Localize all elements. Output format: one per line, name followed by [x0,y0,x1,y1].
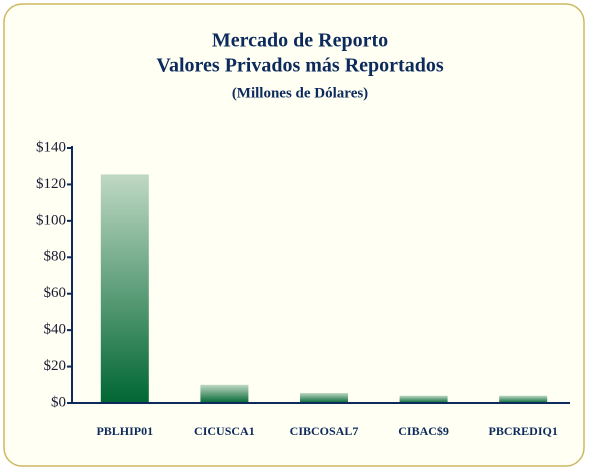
y-tick-label: $100 [36,212,66,228]
bar [300,392,348,403]
x-tick-label: CICUSCA1 [194,424,255,438]
y-tick-label: $80 [44,249,67,265]
y-tick-label: $140 [36,139,66,155]
x-tick-label: PBLHIP01 [96,424,153,438]
x-tick-label: PBCREDIQ1 [489,424,558,438]
bar [499,395,548,403]
frame [3,3,585,467]
y-tick-label: $60 [44,285,67,301]
chart-title: Mercado de Reporto [212,30,388,52]
y-tick-label: $120 [36,176,66,192]
x-tick-label: CIBAC$9 [398,424,449,438]
chart-title: Valores Privados más Reportados [156,55,443,77]
y-tick-label: $40 [44,322,67,338]
x-tick-label: CIBCOSAL7 [290,424,359,438]
bar [200,384,249,403]
y-tick-label: $0 [51,394,66,410]
bar [100,174,149,403]
bar [399,395,448,403]
chart-subtitle: (Millones de Dólares) [232,85,368,101]
y-tick-label: $20 [44,358,67,374]
